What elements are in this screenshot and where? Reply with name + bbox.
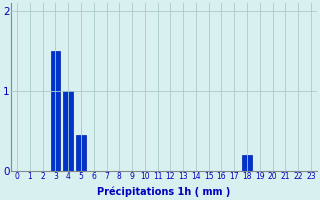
Bar bbox=[51, 51, 60, 171]
Bar bbox=[63, 91, 73, 171]
Bar bbox=[242, 155, 252, 171]
X-axis label: Précipitations 1h ( mm ): Précipitations 1h ( mm ) bbox=[97, 187, 231, 197]
Bar bbox=[76, 135, 86, 171]
